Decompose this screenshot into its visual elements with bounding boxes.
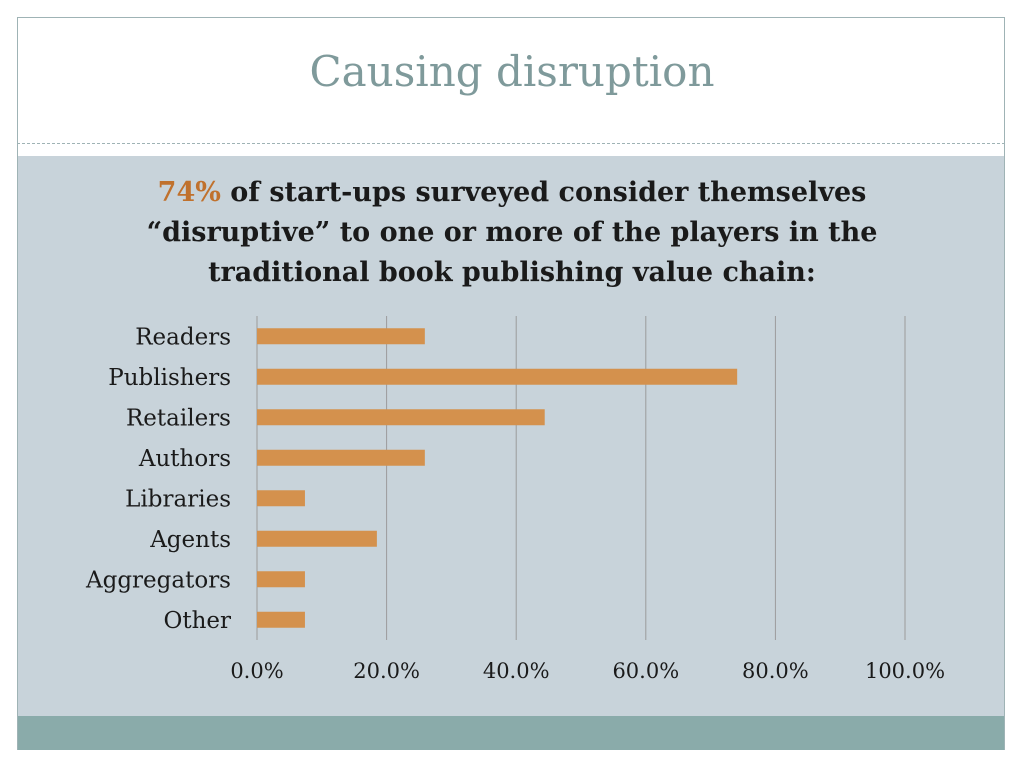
tick-label-3: 60.0% [612, 659, 679, 683]
category-label-aggregators: Aggregators [85, 567, 231, 593]
bar-agents [257, 530, 377, 547]
bar-other [257, 611, 305, 628]
category-label-libraries: Libraries [125, 486, 231, 512]
category-label-agents: Agents [149, 527, 231, 553]
bar-publishers [257, 368, 738, 385]
content-panel [18, 156, 1004, 716]
title-divider [17, 143, 1005, 144]
bar-libraries [257, 490, 305, 507]
headline-line-2: “disruptive” to one or more of the playe… [146, 217, 878, 248]
category-label-readers: Readers [135, 324, 231, 350]
tick-label-1: 20.0% [353, 659, 420, 683]
bottom-bar [18, 716, 1004, 750]
category-label-authors: Authors [138, 446, 231, 472]
bar-readers [257, 328, 425, 345]
category-label-other: Other [163, 608, 231, 634]
tick-label-4: 80.0% [742, 659, 809, 683]
headline: 74% of start-ups surveyed consider thems… [0, 173, 1024, 293]
headline-highlight: 74% [157, 177, 221, 208]
bars [257, 328, 738, 628]
bar-aggregators [257, 571, 305, 588]
tick-label-0: 0.0% [230, 659, 283, 683]
bar-chart: Readers Publishers Retailers Authors Librari… [85, 316, 945, 683]
category-labels: Readers Publishers Retailers Authors Librari… [85, 324, 231, 634]
category-label-retailers: Retailers [126, 405, 231, 431]
gridlines [256, 316, 906, 640]
tick-label-2: 40.0% [483, 659, 550, 683]
headline-line-1: 74% of start-ups surveyed consider thems… [0, 173, 1024, 213]
bar-authors [257, 449, 425, 466]
bar-retailers [257, 409, 545, 426]
headline-line-1-text: of start-ups surveyed consider themselve… [220, 177, 867, 208]
headline-line-3: traditional book publishing value chain: [208, 257, 816, 288]
tick-label-5: 100.0% [865, 659, 945, 683]
category-label-publishers: Publishers [108, 365, 231, 391]
slide-title: Causing disruption [309, 47, 715, 96]
tick-labels: 0.0% 20.0% 40.0% 60.0% 80.0% 100.0% [230, 659, 945, 683]
